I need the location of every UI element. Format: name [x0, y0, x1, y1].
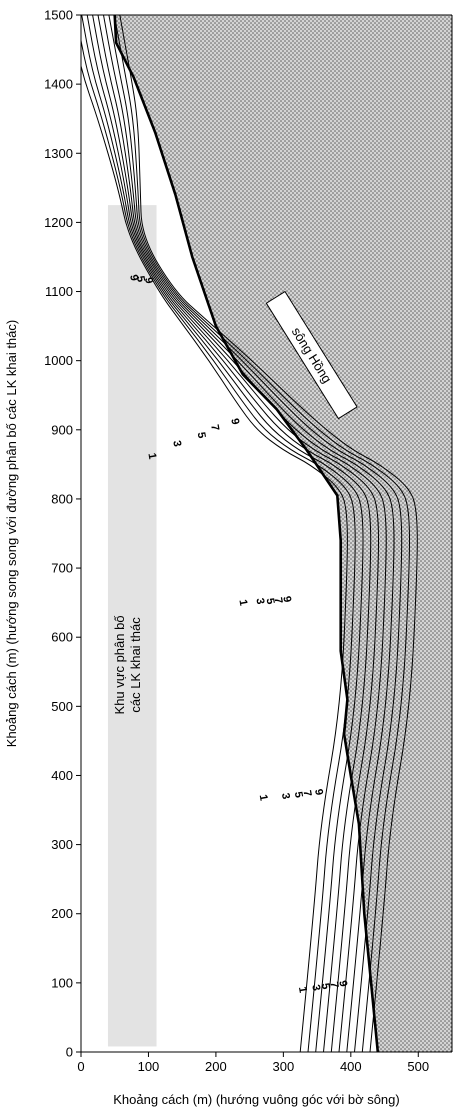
contour-label: 9 [228, 417, 241, 425]
well-zone [107, 205, 157, 1047]
contour-label: 1 [257, 794, 270, 802]
contour-line [86, 15, 372, 1052]
well-zone-label-line: các LK khai thác [128, 617, 143, 713]
contour-label: 7 [208, 424, 221, 432]
contour-line [103, 15, 395, 1052]
river-layer [113, 14, 452, 1053]
x-tick-label: 200 [205, 1059, 227, 1074]
contour-label: 5 [264, 597, 277, 605]
y-tick-label: 700 [51, 561, 73, 576]
y-tick-label: 0 [66, 1045, 73, 1060]
y-tick-label: 500 [51, 699, 73, 714]
contour-label: 7 [328, 981, 341, 989]
x-tick-label: 300 [273, 1059, 295, 1074]
contour-line [81, 37, 356, 1052]
contour-label: 3 [170, 440, 183, 448]
axes-layer: 0 100 200 300 400 500 0 100 200 300 400 500 600 700 80… [44, 8, 453, 1074]
y-tick-label: 900 [51, 422, 73, 437]
contour-label: 9 [312, 788, 325, 796]
x-tick-label: 400 [340, 1059, 362, 1074]
contour-label: 7 [272, 597, 285, 605]
x-axis-title: Khoảng cách (m) (hướng vuông góc với bờ … [113, 1092, 399, 1107]
contour-label: 3 [309, 984, 322, 992]
contour-label: 5 [319, 982, 332, 990]
y-tick-label: 400 [51, 768, 73, 783]
y-tick-label: 1500 [44, 8, 73, 23]
well-zone-layer [107, 205, 157, 1047]
river-label-box [265, 290, 358, 420]
well-zone-label-line: Khu vực phân bố [112, 615, 127, 714]
y-tick-label: 100 [51, 975, 73, 990]
y-axis-title: Khoảng cách (m) (hướng song song với đườ… [4, 320, 19, 747]
contour-label: 5 [134, 275, 147, 283]
y-tick-label: 1000 [44, 353, 73, 368]
contour-line [108, 15, 403, 1052]
x-tick-label: 0 [77, 1059, 84, 1074]
x-tick-label: 500 [407, 1059, 429, 1074]
river-bank-line [113, 14, 380, 1053]
contour-label: 3 [279, 792, 292, 800]
contour-label: 9 [336, 980, 349, 988]
y-tick-label: 800 [51, 491, 73, 506]
y-tick-label: 300 [51, 837, 73, 852]
contour-line [81, 64, 348, 1052]
annotation-layer: Khoảng cách (m) (hướng vuông góc với bờ … [4, 290, 400, 1107]
contour-line [92, 15, 380, 1052]
contour-label: 1 [236, 599, 249, 607]
contour-line [97, 15, 387, 1052]
contour-label: 9 [127, 274, 140, 282]
contour-label: 9 [142, 276, 155, 284]
contour-label: 1 [145, 452, 158, 460]
contour-label: 9 [280, 595, 293, 603]
x-tick-label: 100 [138, 1059, 160, 1074]
contour-label: 5 [292, 791, 305, 799]
y-tick-label: 1100 [45, 284, 73, 299]
y-tick-label: 1300 [44, 146, 73, 161]
contour-layer [81, 15, 418, 1052]
y-tick-label: 200 [51, 906, 73, 921]
contour-label: 1 [296, 986, 309, 994]
contour-line [119, 15, 418, 1052]
contour-label: 3 [253, 597, 266, 605]
contour-label: 7 [301, 789, 314, 797]
contour-line [81, 15, 364, 1052]
contour-line [113, 15, 411, 1052]
y-tick-label: 1400 [44, 77, 73, 92]
contour-label: 5 [195, 431, 208, 439]
y-tick-label: 1200 [44, 215, 73, 230]
y-tick-label: 600 [51, 630, 73, 645]
